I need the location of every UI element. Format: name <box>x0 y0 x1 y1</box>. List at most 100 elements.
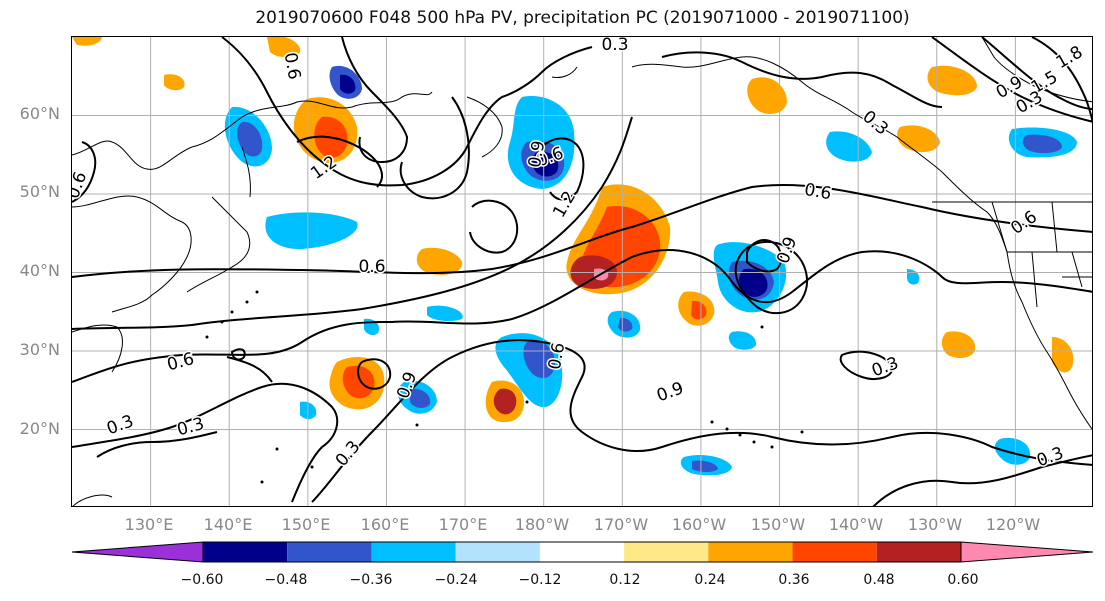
pv-contour <box>72 116 633 330</box>
colorbar-segment <box>624 542 709 562</box>
colorbar-tick-label: −0.48 <box>264 572 308 588</box>
precip-positive-region <box>897 125 940 153</box>
precip-negative-region <box>532 151 559 177</box>
colorbar-extend-high <box>960 541 1094 563</box>
map-plot: 0.30.60.91.21.51.80.30.60.91.20.60.60.60… <box>72 37 1092 506</box>
precip-negative-region <box>1022 134 1062 154</box>
precip-negative-region <box>739 268 768 297</box>
pv-contour <box>226 356 273 383</box>
lat-label: 20°N <box>19 419 60 438</box>
colorbar-segment <box>287 542 372 562</box>
lon-label: 140°W <box>828 515 884 534</box>
lon-label: 160°E <box>360 515 410 534</box>
lon-label: 150°W <box>750 515 806 534</box>
precip-positive-region <box>747 77 787 114</box>
map-panel: 0.3 0.6 0.9 1.2 1.5 1.8 0.3 0.6 0.9 1.2 0.6 0.6 0.6 0… <box>71 36 1093 507</box>
precip-positive-region <box>416 247 463 275</box>
precip-positive-region <box>941 331 976 358</box>
precip-positive-region <box>342 365 375 399</box>
pv-contour <box>230 348 246 361</box>
pv-contour <box>931 37 1092 123</box>
contour-label: 0.3 <box>332 437 365 471</box>
colorbar-tick-label: 0.48 <box>863 572 895 588</box>
contour-label: 0.3 <box>869 353 901 381</box>
colorbar-tick-label: 0.36 <box>778 572 810 588</box>
colorbar-tick-label: −0.36 <box>349 572 393 588</box>
lon-label: 120°W <box>985 515 1041 534</box>
precip-negative-region <box>340 74 356 94</box>
precip-negative-region <box>826 131 872 162</box>
colorbar-segment <box>708 542 793 562</box>
colorbar-segment <box>371 542 456 562</box>
pv-contour <box>72 249 1092 383</box>
colorbar-tick-label: −0.60 <box>180 572 224 588</box>
pv-contours <box>72 37 1092 506</box>
contour-label: 0.3 <box>1034 443 1066 471</box>
pv-contour <box>72 184 1092 278</box>
precip-positive-region <box>1052 337 1074 373</box>
colorbar-segment <box>792 542 877 562</box>
contour-label: 0.6 <box>165 349 196 375</box>
precip-negative-region <box>728 331 757 350</box>
lon-label: 180°W <box>514 515 570 534</box>
precip-negative-region <box>265 212 358 250</box>
precip-negative-region <box>364 318 380 336</box>
lon-label: 130°E <box>124 515 174 534</box>
pv-contour <box>839 350 894 380</box>
pv-contour <box>399 96 470 200</box>
contour-label: 0.9 <box>773 234 801 266</box>
pv-contour <box>981 37 1092 110</box>
contour-label: 0.6 <box>1007 207 1041 239</box>
precip-positive-region <box>164 74 185 91</box>
contour-label: 0.3 <box>601 37 628 55</box>
pv-contour <box>469 199 519 254</box>
contour-label: 1.8 <box>1053 42 1086 73</box>
lat-label: 40°N <box>19 261 60 280</box>
contour-label: 0.6 <box>803 180 833 204</box>
precip-negative-region <box>994 437 1031 465</box>
pv-contour <box>221 37 593 187</box>
colorbar <box>71 541 1094 563</box>
contour-label: 0.9 <box>654 378 686 406</box>
lon-label: 150°E <box>281 515 331 534</box>
colorbar-segment <box>203 542 288 562</box>
lat-label: 60°N <box>19 104 60 123</box>
pv-contour <box>357 358 392 390</box>
pv-contour <box>96 431 218 458</box>
colorbar-segment <box>539 542 625 562</box>
lat-label: 50°N <box>19 182 60 201</box>
contour-label: 0.6 <box>358 257 385 277</box>
contour-label: 0.6 <box>545 341 569 371</box>
precip-negative-region <box>618 317 633 332</box>
colorbar-extend-low <box>71 541 204 563</box>
contour-label: 0.3 <box>858 107 892 140</box>
graticule <box>72 37 1092 506</box>
lon-label: 170°W <box>593 515 649 534</box>
precip-negative-region <box>410 388 431 408</box>
pv-contour <box>541 137 585 201</box>
pv-contour <box>311 339 1092 503</box>
colorbar-tick-label: 0.24 <box>694 572 726 588</box>
lon-label: 160°W <box>671 515 727 534</box>
pv-contour <box>296 135 383 188</box>
pv-contour <box>1031 37 1092 124</box>
contour-label: 0.3 <box>104 411 136 439</box>
colorbar-segment <box>455 542 540 562</box>
precipitation-shading <box>72 37 1077 476</box>
pv-contour <box>72 382 339 503</box>
pv-contour <box>734 241 808 315</box>
precip-negative-region <box>692 460 718 472</box>
precip-positive-region <box>927 65 977 96</box>
colorbar-tick-label: 0.60 <box>947 572 979 588</box>
pv-contour <box>72 141 97 203</box>
precip-positive-region <box>72 37 102 46</box>
precip-positive-region <box>691 300 707 320</box>
precip-negative-region <box>523 340 555 379</box>
precip-positive-region <box>493 388 517 415</box>
lon-label: 130°W <box>907 515 963 534</box>
lon-label: 170°E <box>438 515 488 534</box>
lon-label: 140°E <box>203 515 253 534</box>
colorbar-tick-label: −0.12 <box>518 572 562 588</box>
lat-label: 30°N <box>19 340 60 359</box>
colorbar-tick-label: −0.24 <box>434 572 478 588</box>
